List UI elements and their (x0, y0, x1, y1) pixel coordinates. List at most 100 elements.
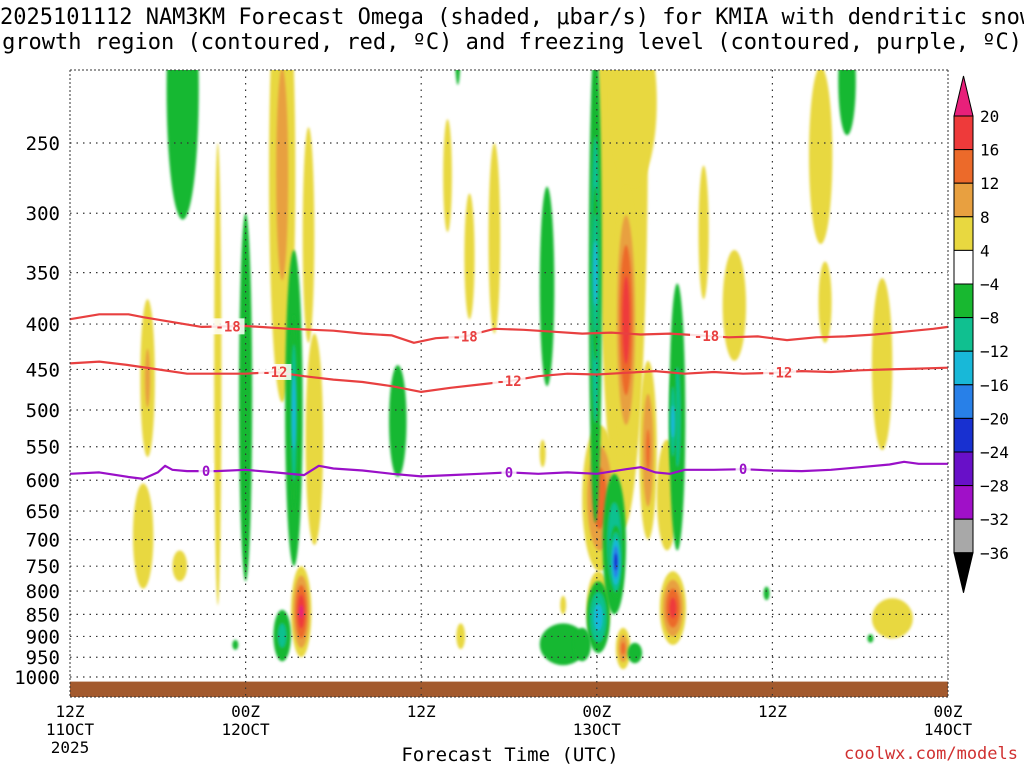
omega-contour-fill (443, 119, 452, 233)
x-tick-label: 13OCT (573, 720, 622, 739)
contour-label-bg (448, 328, 482, 345)
omega-feature (140, 299, 155, 458)
omega-contour-fill (539, 439, 546, 468)
omega-contour-fill (808, 70, 833, 245)
omega-feature (539, 439, 546, 468)
omega-contour-fill (867, 634, 874, 643)
omega-contour-fill (132, 483, 154, 589)
y-tick-label: 250 (26, 133, 60, 155)
omega-feature (609, 70, 657, 187)
omega-feature (586, 581, 610, 654)
omega-contour-fill (488, 143, 501, 334)
omega-contour-fill (763, 586, 770, 601)
colorbar-swatch (953, 249, 974, 285)
y-tick-label: 550 (26, 437, 60, 459)
omega-feature (172, 550, 188, 582)
y-tick-label: 850 (26, 604, 60, 626)
omega-contour-fill (620, 642, 626, 655)
omega-feature (232, 639, 239, 650)
omega-feature (871, 278, 893, 451)
plot-frame (69, 69, 949, 698)
colorbar-label: −16 (980, 376, 1009, 395)
omega-contour-fill (464, 193, 475, 320)
omega-contour-fill (871, 278, 893, 451)
colorbar-swatch (953, 317, 974, 352)
colorbar-label: −20 (980, 409, 1009, 428)
omega-feature (627, 642, 643, 664)
y-tick-label: 800 (26, 581, 60, 603)
grid-layer (70, 70, 948, 697)
omega-feature (560, 595, 567, 615)
omega-contour-fill (166, 70, 199, 220)
y-tick-label: 500 (26, 400, 60, 422)
omega-feature (290, 566, 312, 658)
omega-feature (614, 186, 638, 454)
omega-contour-fill (276, 70, 289, 281)
omega-feature (488, 143, 501, 334)
y-tick-label: 400 (26, 314, 60, 336)
omega-contour-fill (560, 595, 567, 615)
omega-contour-fill (305, 333, 324, 546)
x-tick-label: 00Z (934, 702, 963, 721)
omega-feature (871, 598, 913, 639)
y-tick-label: 450 (26, 359, 60, 381)
contour-label: 0 (739, 462, 747, 478)
x-tick-label: 00Z (582, 702, 611, 721)
chart-title-line-2: growth region (contoured, red, ºC) and f… (2, 30, 1022, 55)
omega-feature (763, 586, 770, 601)
omega-feature (305, 333, 324, 546)
colorbar-swatch (953, 518, 974, 554)
colorbar-swatch (953, 485, 974, 520)
omega-contour-fill (299, 605, 304, 619)
omega-contour-fill (645, 429, 651, 472)
omega-contour-fill (622, 275, 630, 365)
colorbar-label: −36 (980, 544, 1009, 563)
x-tick-label: 12Z (56, 702, 85, 721)
omega-contour-fill (302, 127, 315, 343)
omega-contour-fill (232, 639, 239, 650)
contour-label: -12 (496, 374, 521, 390)
omega-feature (389, 365, 407, 478)
contour-label: 0 (202, 464, 210, 480)
omega-contour-fill (670, 405, 675, 438)
contour-label: -18 (452, 329, 477, 345)
omega-feature (239, 213, 253, 582)
omega-feature (808, 70, 833, 245)
pressure-axis: 2503003504004505005506006507007508008509… (14, 133, 60, 689)
x-axis-title-text: Forecast Time (UTC) (401, 744, 619, 766)
colorbar-swatch (953, 350, 974, 386)
omega-contour-fill (818, 261, 832, 343)
x-tick-label: 12OCT (222, 720, 271, 739)
y-tick-label: 300 (26, 203, 60, 225)
omega-contour-fill (722, 249, 747, 361)
y-tick-label: 1000 (14, 667, 60, 689)
omega-contour-fill (669, 597, 677, 619)
omega-feature (838, 70, 856, 136)
omega-feature (722, 249, 747, 361)
omega-contour-fill (172, 550, 188, 582)
omega-feature (464, 193, 475, 320)
colorbar-label: 8 (980, 208, 990, 227)
omega-feature (455, 70, 461, 85)
x-tick-label: 00Z (231, 702, 260, 721)
omega-contour-fill (539, 623, 587, 666)
contour-label-bg (258, 363, 292, 380)
y-tick-label: 900 (26, 626, 60, 648)
contour-label: -12 (262, 365, 287, 381)
omega-feature (290, 314, 298, 512)
terrain-layer (70, 681, 948, 697)
omega-feature (132, 483, 154, 589)
contour-label-bg (501, 464, 517, 481)
omega-feature (659, 571, 687, 645)
contour-label: 0 (505, 465, 513, 481)
colorbar-swatch (953, 216, 974, 251)
omega-feature (818, 261, 832, 343)
omega-contour-fill (239, 213, 253, 582)
isotherm-line (70, 460, 948, 480)
colorbar-swatch (953, 417, 974, 453)
contour-label: -18 (215, 319, 240, 335)
colorbar-swatch (953, 182, 974, 218)
omega-contour-fill (455, 70, 461, 85)
colorbar-label: −28 (980, 477, 1009, 496)
